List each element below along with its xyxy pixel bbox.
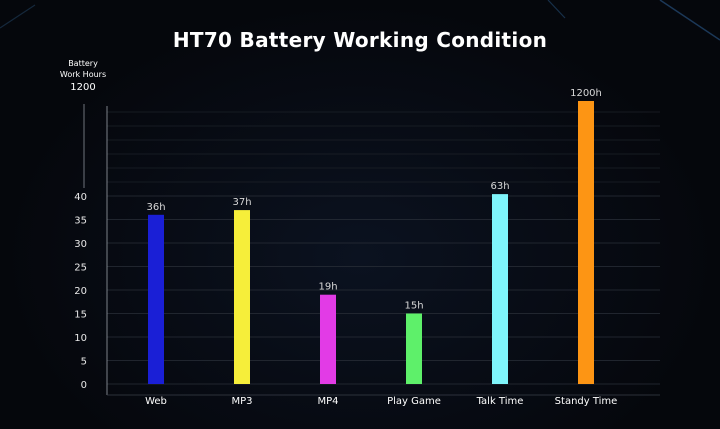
y-tick-label: 0 [81,380,87,391]
y-tick-label: 5 [81,357,87,368]
y-axis-label-line2: Work Hours [59,70,107,79]
y-axis-top-tick: 1200 [70,82,96,93]
bar-value-label: 15h [404,301,423,312]
bar-value-label: 19h [318,282,337,293]
x-category-label: Standy Time [555,396,618,407]
bar [578,101,594,384]
y-tick-label: 40 [74,192,87,203]
y-tick-label: 30 [74,239,87,250]
y-axis-label-line1: Battery [68,59,98,68]
bar-value-label: 63h [490,181,509,192]
bar-value-label: 36h [146,202,165,213]
x-category-label: MP3 [231,396,252,407]
decorative-lines [0,0,720,41]
y-tick-label: 15 [74,310,87,321]
bar [406,313,422,384]
y-tick-label: 25 [74,263,87,274]
bar [320,294,336,384]
chart-title: HT70 Battery Working Condition [172,28,548,52]
y-tick-label: 20 [74,286,87,297]
y-tick-label: 35 [74,216,87,227]
x-category-label: Web [145,396,167,407]
x-category-label: MP4 [317,396,338,407]
x-category-label: Talk Time [476,396,524,407]
bar [234,210,250,384]
y-tick-label: 10 [74,333,87,344]
bar [492,194,508,384]
bar-value-label: 37h [232,197,251,208]
y-axis-label: Battery Work Hours [48,58,118,80]
bar [148,214,164,384]
bar-value-label: 1200h [570,88,602,99]
x-category-label: Play Game [387,396,441,407]
